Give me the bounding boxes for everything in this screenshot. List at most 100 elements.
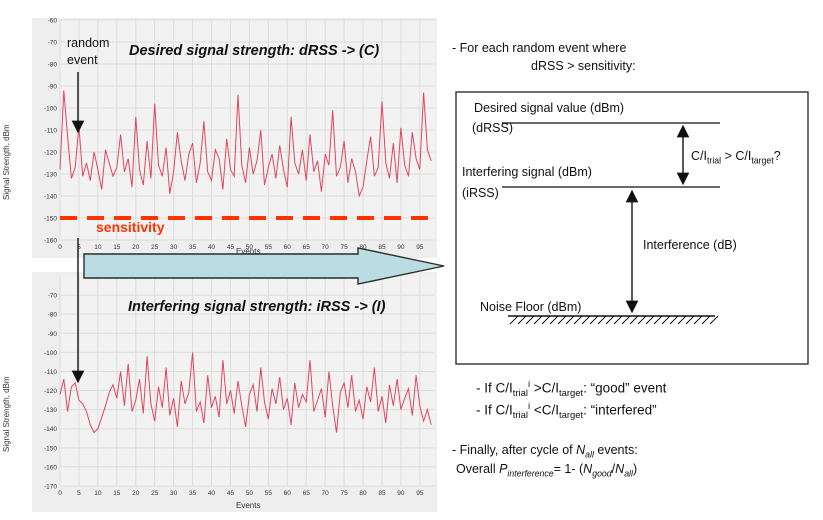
x-tick-label: 75: [340, 490, 348, 497]
x-tick-label: 55: [265, 244, 273, 251]
final2-eq: = 1- (: [553, 462, 584, 476]
final-line-1: - Finally, after cycle of Nall events:: [452, 443, 638, 460]
x-tick-label: 50: [246, 244, 254, 251]
final2-n2: N: [615, 462, 625, 476]
x-tick-label: 20: [132, 490, 140, 497]
x-tick-label: 45: [227, 244, 235, 251]
hatch-stroke: [637, 315, 647, 325]
hatch-stroke: [589, 315, 599, 325]
interfered-i-sup: i: [527, 401, 531, 412]
y-tick-label: -70: [48, 40, 58, 47]
hatch-stroke: [645, 315, 655, 325]
y-tick-label: -150: [44, 216, 57, 223]
x-tick-label: 95: [416, 490, 424, 497]
x-tick-label: 15: [113, 490, 121, 497]
y-tick-label: -80: [48, 312, 58, 319]
y-tick-label: -110: [44, 369, 57, 376]
final-pre: - Finally, after cycle of: [452, 443, 577, 457]
good-trial-sub: trial: [512, 388, 528, 400]
good-i-sup: i: [527, 379, 531, 390]
bottom-signal-series: [59, 352, 432, 434]
hatch-stroke: [653, 315, 663, 325]
sensitivity-label: sensitivity: [96, 219, 165, 235]
hatch-stroke: [709, 315, 719, 325]
final2-n1: N: [583, 462, 593, 476]
x-tick-label: 40: [208, 490, 216, 497]
desired-signal-abbr: (dRSS): [472, 121, 513, 135]
y-tick-label: -90: [48, 84, 58, 91]
x-tick-label: 60: [284, 490, 292, 497]
y-tick-label: -70: [48, 293, 58, 300]
hatch-stroke: [565, 315, 575, 325]
x-tick-label: 80: [359, 244, 367, 251]
bottom-y-axis-label: Signal Strength, dBm: [2, 376, 11, 452]
hatch-stroke: [685, 315, 695, 325]
hatch-stroke: [525, 315, 535, 325]
final-all-sub: all: [585, 449, 594, 460]
hatch-stroke: [621, 315, 631, 325]
ratio-label: C/Itrial > C/Itarget?: [691, 149, 781, 166]
hatch-stroke: [509, 315, 519, 325]
desired-signal-label: Desired signal value (dBm): [474, 101, 625, 115]
hatch-stroke: [669, 315, 679, 325]
event-label: event: [67, 53, 98, 67]
flow-arrow-shape: [83, 247, 445, 285]
y-tick-label: -160: [44, 238, 57, 245]
interfered-mid: <C/I: [530, 402, 559, 418]
x-tick-label: 10: [94, 244, 102, 251]
interfering-signal-label: Interfering signal (dBm): [462, 165, 592, 179]
hatch-stroke: [693, 315, 703, 325]
ratio-trial-sub: trial: [706, 155, 722, 166]
x-tick-label: 65: [303, 490, 311, 497]
x-tick-label: 50: [246, 490, 254, 497]
bottom-x-axis-label: Events: [236, 501, 261, 510]
hatch-stroke: [597, 315, 607, 325]
intro-line-1: - For each random event where: [452, 41, 627, 55]
y-tick-label: -120: [44, 150, 57, 157]
hatch-stroke: [613, 315, 623, 325]
good-event-rule: - If C/Itriali >C/Itarget: “good” event: [476, 379, 666, 399]
y-tick-label: -110: [44, 128, 57, 135]
final2-interference-sub: interference: [507, 468, 554, 479]
bottom-plot-title: Interfering signal strength: iRSS -> (I): [128, 299, 386, 315]
interfered-post: : “interfered”: [583, 402, 657, 418]
random-label: random: [67, 36, 110, 50]
x-tick-label: 95: [416, 244, 424, 251]
x-tick-label: 20: [132, 244, 140, 251]
interference-label: Interference (dB): [643, 238, 737, 252]
y-tick-label: -170: [44, 484, 57, 491]
ratio-gt: > C/I: [721, 149, 752, 163]
bottom-plot-ticks: -70 -80 -90 -100 -110 -120 -130 -140 -150 -160 -17…: [44, 293, 424, 497]
good-mid: >C/I: [530, 380, 559, 396]
top-plot-ticks: -60 -70 -80 -90 -100 -110 -120 -130 -140 -150 -160…: [44, 18, 424, 252]
y-tick-label: -90: [48, 331, 58, 338]
x-tick-label: 60: [284, 244, 292, 251]
x-tick-label: 35: [189, 244, 197, 251]
hatch-stroke: [573, 315, 583, 325]
x-tick-label: 30: [170, 244, 178, 251]
ratio-q: ?: [773, 149, 781, 163]
x-tick-label: 35: [189, 490, 197, 497]
x-tick-label: 65: [303, 244, 311, 251]
y-tick-label: -120: [44, 388, 57, 395]
hatch-stroke: [533, 315, 543, 325]
x-tick-label: 0: [58, 244, 62, 251]
x-tick-label: 25: [151, 244, 159, 251]
interfering-signal-abbr: (iRSS): [462, 186, 499, 200]
noise-floor-hatch: [509, 315, 719, 325]
top-plot-grid: [59, 19, 435, 241]
y-tick-label: -130: [44, 407, 57, 414]
ratio-c: C/I: [691, 149, 707, 163]
x-tick-label: 30: [170, 490, 178, 497]
x-tick-label: 70: [322, 244, 330, 251]
hatch-stroke: [701, 315, 711, 325]
x-tick-label: 90: [397, 244, 405, 251]
hatch-stroke: [517, 315, 527, 325]
noise-floor-label: Noise Floor (dBm): [480, 300, 582, 314]
y-tick-label: -100: [44, 350, 57, 357]
x-tick-label: 15: [113, 244, 121, 251]
good-target-sub: target: [558, 388, 584, 400]
final2-close: ): [632, 462, 638, 476]
x-tick-label: 85: [378, 244, 386, 251]
